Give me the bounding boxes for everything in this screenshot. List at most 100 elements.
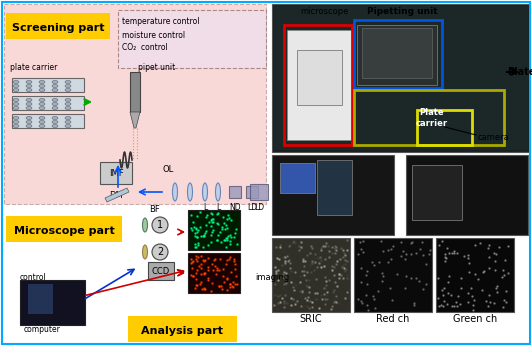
Bar [4, 4, 266, 204]
Ellipse shape [26, 84, 32, 88]
Ellipse shape [65, 89, 71, 91]
Text: 1: 1 [157, 220, 163, 230]
Ellipse shape [65, 84, 71, 88]
Ellipse shape [65, 99, 71, 101]
Polygon shape [130, 112, 140, 128]
Bar [272, 238, 350, 312]
Bar [317, 160, 352, 215]
Ellipse shape [26, 102, 32, 106]
Text: L: L [216, 203, 220, 212]
Bar [130, 72, 140, 112]
Bar [436, 238, 514, 312]
Ellipse shape [65, 107, 71, 109]
Bar [246, 186, 258, 198]
Ellipse shape [13, 89, 19, 91]
Text: LD: LD [247, 203, 257, 212]
Text: Plate
carrier: Plate carrier [416, 108, 448, 128]
Text: DM: DM [109, 191, 123, 200]
Bar [28, 284, 53, 314]
Ellipse shape [52, 117, 58, 119]
Ellipse shape [215, 183, 220, 201]
Ellipse shape [13, 81, 19, 83]
Ellipse shape [13, 107, 19, 109]
Ellipse shape [13, 84, 19, 88]
Ellipse shape [26, 89, 32, 91]
Ellipse shape [65, 81, 71, 83]
Ellipse shape [152, 217, 168, 233]
Ellipse shape [52, 120, 58, 124]
Text: Red ch: Red ch [376, 314, 410, 324]
Bar [354, 20, 442, 88]
Bar [412, 165, 462, 220]
Ellipse shape [39, 120, 45, 124]
Bar [297, 50, 342, 105]
Bar [20, 280, 85, 325]
Bar [406, 155, 528, 235]
Ellipse shape [39, 117, 45, 119]
Bar [229, 186, 241, 198]
Ellipse shape [52, 89, 58, 91]
Ellipse shape [39, 102, 45, 106]
Ellipse shape [187, 183, 193, 201]
Bar [188, 210, 240, 250]
Bar [148, 262, 174, 280]
Text: CO₂  control: CO₂ control [122, 44, 168, 53]
Bar [250, 184, 268, 200]
Polygon shape [105, 188, 129, 202]
Bar [354, 90, 504, 145]
Ellipse shape [13, 99, 19, 101]
Text: pipet unit: pipet unit [138, 64, 175, 73]
Text: Green ch: Green ch [453, 314, 497, 324]
Ellipse shape [13, 102, 19, 106]
Ellipse shape [152, 244, 168, 260]
Ellipse shape [26, 99, 32, 101]
Ellipse shape [143, 245, 147, 259]
Text: SRIC: SRIC [300, 314, 322, 324]
Bar [100, 162, 132, 184]
Bar [12, 78, 84, 92]
Ellipse shape [39, 107, 45, 109]
Bar [284, 25, 352, 145]
Ellipse shape [52, 102, 58, 106]
Bar [357, 25, 437, 85]
Bar [12, 114, 84, 128]
FancyBboxPatch shape [6, 13, 110, 39]
Text: Pipetting unit: Pipetting unit [367, 8, 437, 17]
Ellipse shape [39, 84, 45, 88]
Ellipse shape [13, 117, 19, 119]
Bar [354, 238, 432, 312]
Bar [417, 110, 472, 145]
Text: plate carrier: plate carrier [10, 64, 57, 73]
Ellipse shape [52, 99, 58, 101]
Text: L: L [203, 203, 207, 212]
Ellipse shape [65, 117, 71, 119]
Text: LD: LD [254, 202, 264, 211]
Text: 2: 2 [157, 247, 163, 257]
Bar [362, 28, 432, 78]
FancyBboxPatch shape [128, 316, 237, 342]
Bar [280, 163, 315, 193]
Ellipse shape [26, 81, 32, 83]
Ellipse shape [13, 120, 19, 124]
Text: OL: OL [162, 165, 173, 174]
Ellipse shape [39, 125, 45, 127]
Text: Microscope part: Microscope part [14, 226, 114, 236]
Ellipse shape [52, 125, 58, 127]
Ellipse shape [39, 81, 45, 83]
Ellipse shape [39, 89, 45, 91]
Ellipse shape [143, 218, 147, 232]
Text: camera: camera [477, 134, 509, 143]
Bar [12, 96, 84, 110]
Bar [274, 6, 528, 150]
Text: computer: computer [23, 326, 61, 335]
Ellipse shape [65, 125, 71, 127]
Bar [287, 30, 352, 140]
Ellipse shape [52, 81, 58, 83]
Bar [118, 10, 266, 68]
Text: CCD: CCD [152, 266, 170, 275]
Bar [272, 155, 394, 235]
Bar [188, 253, 240, 293]
Text: IMF: IMF [109, 169, 123, 177]
FancyBboxPatch shape [6, 216, 122, 242]
Ellipse shape [39, 99, 45, 101]
